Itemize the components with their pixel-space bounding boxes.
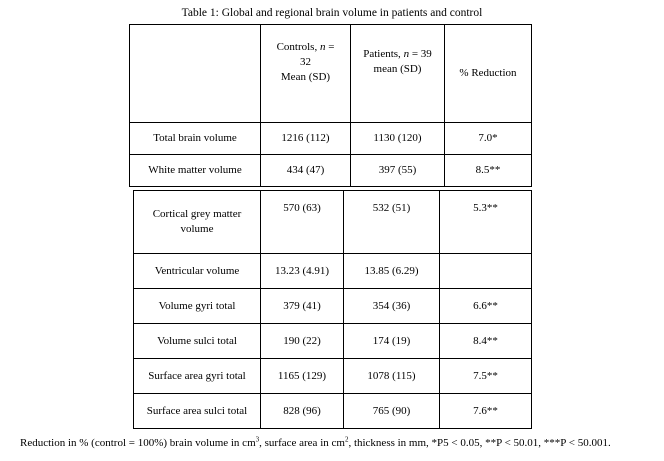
- header-patients-n: n: [403, 48, 410, 60]
- row-label: Volume sulci total: [133, 323, 261, 359]
- footnote-sup-2: 2: [344, 435, 349, 444]
- patients-value: 174 (19): [343, 323, 440, 359]
- patients-value: 765 (90): [343, 393, 440, 429]
- table-header-row: Controls, n = 32 Mean (SD) Patients, n =…: [129, 24, 532, 123]
- controls-value: 1216 (112): [260, 122, 351, 155]
- controls-value: 379 (41): [260, 288, 344, 324]
- row-label: Total brain volume: [129, 122, 261, 155]
- row-label: Surface area gyri total: [133, 358, 261, 394]
- header-controls-count: 32: [300, 56, 311, 68]
- patients-value: 354 (36): [343, 288, 440, 324]
- controls-value: 828 (96): [260, 393, 344, 429]
- summary-table-bottom: Cortical grey matter volume 570 (63) 532…: [133, 190, 532, 429]
- patients-value: 532 (51): [343, 190, 440, 254]
- reduction-value: 8.5**: [444, 154, 532, 187]
- header-patients: Patients, n = 39 mean (SD): [350, 24, 445, 123]
- controls-value: 1165 (129): [260, 358, 344, 394]
- table-row: Ventricular volume 13.23 (4.91) 13.85 (6…: [133, 253, 532, 289]
- footnote-text-2: , surface area in cm: [259, 437, 345, 449]
- reduction-value: 8.4**: [439, 323, 532, 359]
- header-controls-eq: =: [325, 41, 335, 53]
- reduction-value: 5.3**: [439, 190, 532, 254]
- table-row: Cortical grey matter volume 570 (63) 532…: [133, 190, 532, 254]
- controls-value: 13.23 (4.91): [260, 253, 344, 289]
- header-reduction: % Reduction: [444, 24, 532, 123]
- patients-value: 1130 (120): [350, 122, 445, 155]
- header-patients-text: Patients,: [363, 48, 404, 60]
- controls-value: 570 (63): [260, 190, 344, 254]
- row-label: White matter volume: [129, 154, 261, 187]
- row-label-line1: Cortical grey matter: [152, 208, 242, 220]
- row-label: Volume gyri total: [133, 288, 261, 324]
- reduction-value: 7.6**: [439, 393, 532, 429]
- reduction-value: 7.5**: [439, 358, 532, 394]
- header-patients-stat: mean (SD): [373, 63, 422, 75]
- row-label: Cortical grey matter volume: [133, 190, 261, 254]
- reduction-value: [439, 253, 532, 289]
- patients-value: 13.85 (6.29): [343, 253, 440, 289]
- summary-table-top: Controls, n = 32 Mean (SD) Patients, n =…: [129, 24, 532, 187]
- header-empty-cell: [129, 24, 261, 123]
- footnote-text-1: Reduction in % (control = 100%) brain vo…: [20, 437, 256, 449]
- header-controls: Controls, n = 32 Mean (SD): [260, 24, 351, 123]
- controls-value: 190 (22): [260, 323, 344, 359]
- row-label: Ventricular volume: [133, 253, 261, 289]
- footnote-sup-1: 3: [255, 435, 260, 444]
- header-controls-stat: Mean (SD): [280, 71, 331, 83]
- footnote-text-3: , thickness in mm, *P5 < 0.05, **P < 50.…: [348, 437, 611, 449]
- reduction-value: 7.0*: [444, 122, 532, 155]
- header-controls-n: n: [319, 41, 326, 53]
- table-row: Surface area gyri total 1165 (129) 1078 …: [133, 358, 532, 394]
- header-patients-count: = 39: [409, 48, 432, 60]
- row-label-line2: volume: [180, 223, 214, 235]
- table-row: Total brain volume 1216 (112) 1130 (120)…: [129, 122, 532, 155]
- table-caption: Table 1: Global and regional brain volum…: [181, 7, 483, 19]
- controls-value: 434 (47): [260, 154, 351, 187]
- table-row: Volume gyri total 379 (41) 354 (36) 6.6*…: [133, 288, 532, 324]
- patients-value: 1078 (115): [343, 358, 440, 394]
- reduction-value: 6.6**: [439, 288, 532, 324]
- table-row: Volume sulci total 190 (22) 174 (19) 8.4…: [133, 323, 532, 359]
- table-row: White matter volume 434 (47) 397 (55) 8.…: [129, 154, 532, 187]
- patients-value: 397 (55): [350, 154, 445, 187]
- header-controls-text: Controls,: [276, 41, 320, 53]
- table-footnote: Reduction in % (control = 100%) brain vo…: [20, 435, 611, 449]
- table-row: Surface area sulci total 828 (96) 765 (9…: [133, 393, 532, 429]
- row-label: Surface area sulci total: [133, 393, 261, 429]
